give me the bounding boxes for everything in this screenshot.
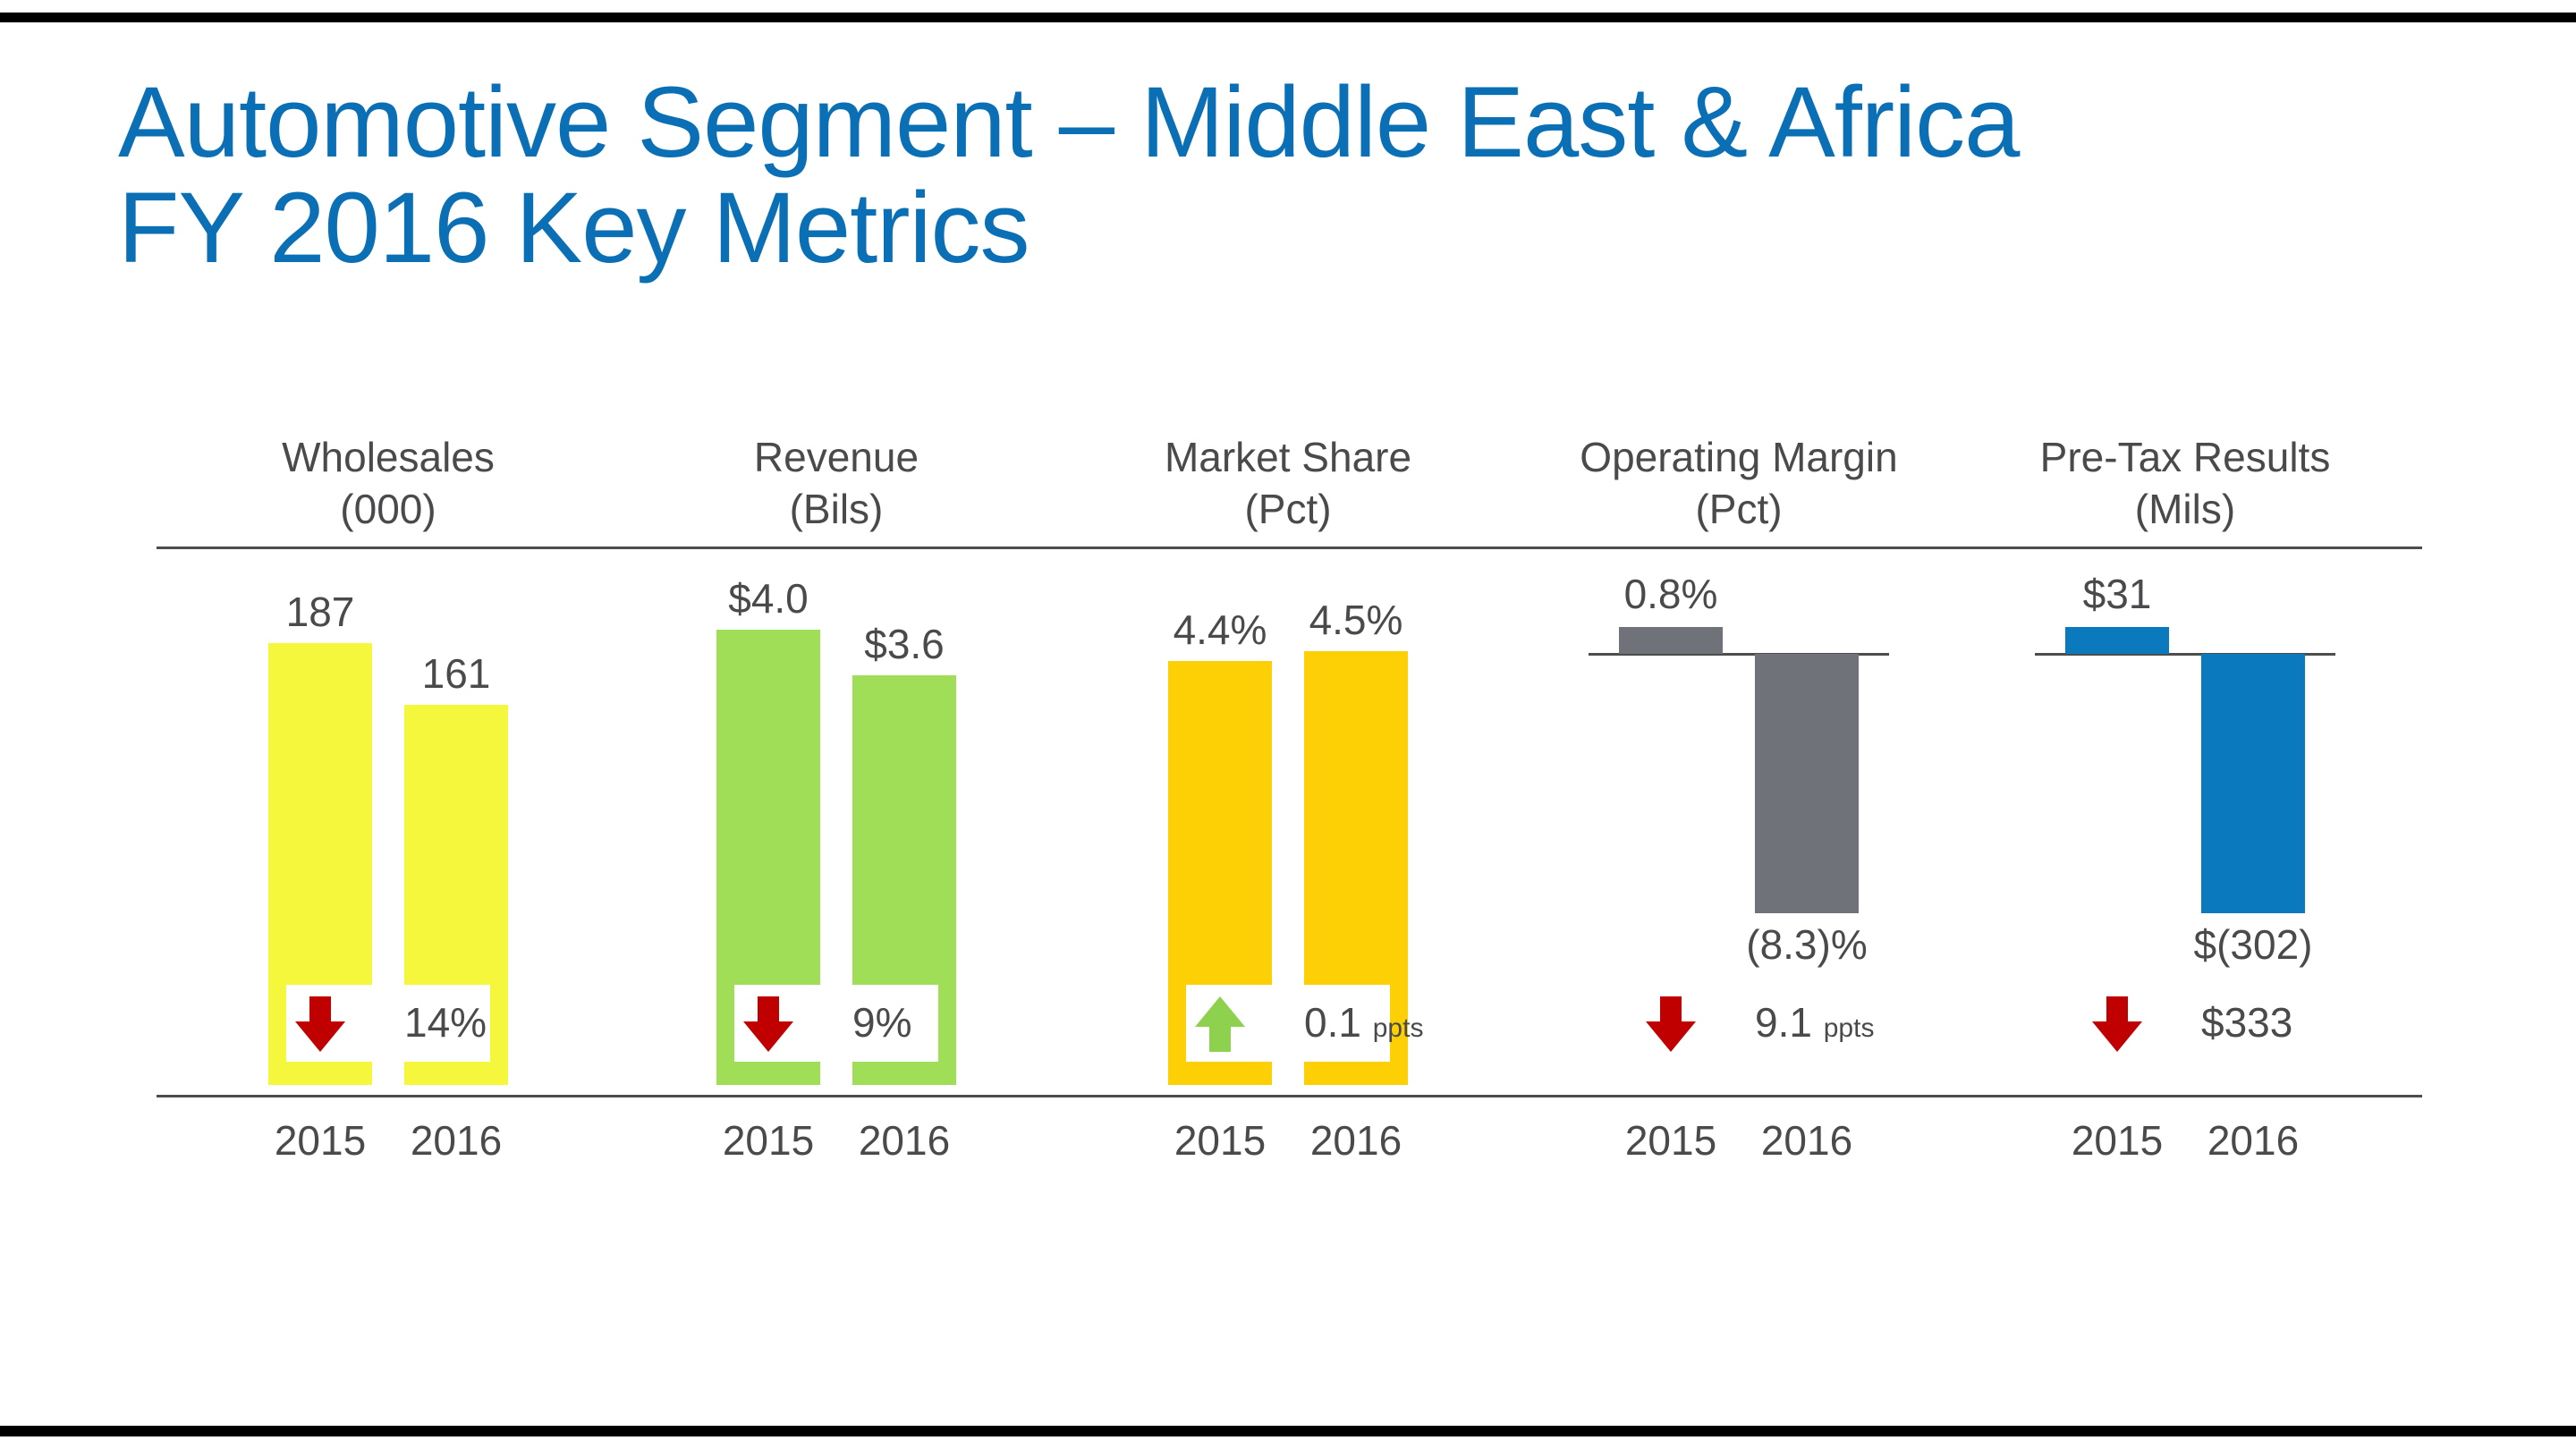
x-tick-label-2015: 2015 [722,1117,815,1164]
chart-header-4: Pre-Tax Results (Mils) [1962,431,2409,535]
up-arrow-icon [1195,996,1245,1052]
value-label-2016: $(302) [2193,921,2313,968]
change-box-gap [372,985,404,1062]
bar-2016 [2201,654,2305,913]
value-label-2015: $4.0 [728,575,809,622]
chart-header-2: Market Share (Pct) [1064,431,1512,535]
chart-unit: (Mils) [2134,486,2236,532]
x-tick-label-2016: 2016 [858,1117,951,1164]
zero-line [1589,653,1889,656]
x-tick-label-2015: 2015 [2071,1117,2164,1164]
change-value: 0.1 ppts [1304,1000,1423,1051]
bottom-border [0,1426,2576,1436]
x-tick-label-2016: 2016 [410,1117,503,1164]
change-number: 9.1 [1755,999,1812,1046]
change-unit: ppts [1372,1013,1424,1043]
value-label-2015: 0.8% [1623,571,1718,617]
x-tick-label-2015: 2015 [274,1117,367,1164]
chart-title: Revenue [753,434,919,480]
value-label-2016: $3.6 [864,620,945,667]
change-number: $333 [2201,999,2293,1046]
value-label-2015: 187 [285,589,355,635]
value-label-2015: 4.4% [1173,606,1267,653]
change-box-gap [1272,985,1304,1062]
chart-header-0: Wholesales (000) [165,431,612,535]
down-arrow-icon [295,996,345,1052]
change-unit: ppts [1823,1013,1875,1043]
page-title: Automotive Segment – Middle East & Afric… [118,66,2020,284]
bar-2016 [1755,654,1859,913]
down-arrow-icon [1646,996,1696,1052]
x-tick-label-2015: 2015 [1174,1117,1267,1164]
title-line-2: FY 2016 Key Metrics [118,172,1030,284]
value-label-2015: $31 [2082,571,2152,617]
x-tick-label-2015: 2015 [1624,1117,1717,1164]
x-tick-label-2016: 2016 [1309,1117,1402,1164]
chart-header-1: Revenue (Bils) [613,431,1060,535]
change-box-gap [820,985,852,1062]
x-tick-label-2016: 2016 [1760,1117,1853,1164]
change-number: 14% [404,999,487,1046]
chart-title: Wholesales [282,434,495,480]
change-value: $333 [2201,1000,2292,1045]
value-label-2016: 4.5% [1309,597,1403,643]
title-line-1: Automotive Segment – Middle East & Afric… [118,66,2020,178]
x-tick-label-2016: 2016 [2207,1117,2300,1164]
chart-unit: (Bils) [789,486,884,532]
chart-header-3: Operating Margin (Pct) [1515,431,1962,535]
chart-title: Pre-Tax Results [2039,434,2331,480]
zero-line [2035,653,2335,656]
chart-title: Operating Margin [1580,434,1898,480]
change-value: 9% [852,1000,911,1045]
chart-unit: (000) [340,486,436,532]
chart-unit: (Pct) [1244,486,1332,532]
change-value: 9.1 ppts [1755,1000,1874,1051]
chart-title: Market Share [1164,434,1412,480]
value-label-2016: (8.3)% [1746,921,1868,968]
down-arrow-icon [2092,996,2142,1052]
down-arrow-icon [743,996,793,1052]
change-number: 9% [852,999,912,1046]
baseline-rule [157,1095,2422,1097]
change-value: 14% [404,1000,487,1045]
change-number: 0.1 [1304,999,1361,1046]
value-label-2016: 161 [421,649,491,697]
header-rule [157,547,2422,549]
top-border [0,13,2576,22]
chart-unit: (Pct) [1695,486,1783,532]
bar-2015 [2065,627,2169,654]
bar-2015 [1619,627,1723,654]
